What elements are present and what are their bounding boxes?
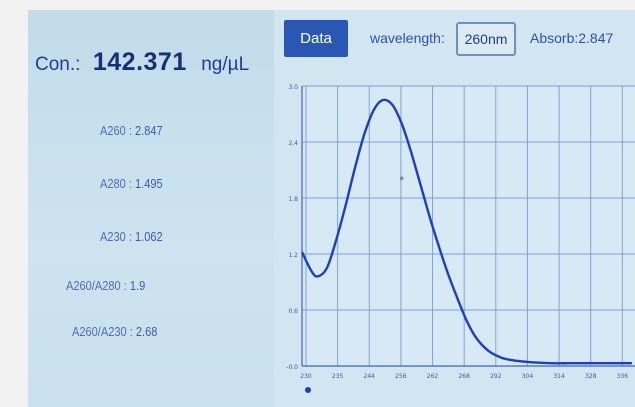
reading-value: 2.847 (135, 123, 163, 138)
y-tick-label: 2.4 (288, 140, 298, 147)
y-tick-label: 0.6 (288, 308, 298, 315)
reading-value: 1.062 (135, 229, 163, 244)
x-tick-label: 328 (585, 373, 597, 380)
spectrum-panel: Data wavelength: 260nm Absorb:2.847 3.0 2… (274, 10, 635, 407)
x-tick-label: 244 (364, 373, 376, 380)
x-tick-label: 235 (332, 373, 344, 380)
x-tick-label: 336 (617, 373, 629, 380)
reading-ratio-260-230: A260/A230 : 2.68 (72, 324, 157, 339)
reading-label: A230 (100, 229, 126, 244)
reading-value: 2.68 (136, 324, 158, 339)
reading-a230: A230 : 1.062 (100, 229, 163, 244)
reading-value: 1.495 (135, 176, 163, 191)
device-screen: Con.: 142.371 ng/µL A260 : 2.847 A280 : … (28, 10, 635, 407)
x-tick-label: 256 (395, 373, 407, 380)
wavelength-label: wavelength: (370, 30, 445, 46)
cursor-marker (400, 177, 404, 181)
reading-ratio-260-280: A260/A280 : 1.9 (66, 278, 145, 293)
y-tick-label: 1.8 (288, 196, 298, 203)
x-tick-label: 292 (490, 373, 502, 380)
concentration-value: 142.371 (93, 48, 187, 76)
y-tick-label: 1.2 (288, 252, 298, 259)
reading-label: A280 (100, 176, 126, 191)
x-tick-label: 262 (427, 373, 439, 380)
spectrum-chart: 3.0 2.4 1.8 1.2 0.6 -0.0 230 235 244 256 262 268 292… (274, 76, 635, 407)
concentration-unit: ng/µL (201, 54, 249, 75)
legend-swatch (305, 387, 311, 393)
results-panel: Con.: 142.371 ng/µL A260 : 2.847 A280 : … (28, 10, 274, 407)
x-tick-label: 314 (553, 373, 565, 380)
data-button[interactable]: Data (284, 20, 348, 57)
reading-label: A260/A230 (72, 324, 127, 339)
reading-label: A260/A280 (66, 278, 121, 293)
x-tick-label: 230 (300, 373, 312, 380)
wavelength-input[interactable]: 260nm (456, 22, 516, 56)
concentration-label: Con.: (35, 54, 80, 75)
x-tick-label: 304 (522, 373, 534, 380)
x-tick-label: 268 (458, 373, 470, 380)
y-tick-label: 3.0 (288, 84, 298, 91)
absorbance-readout: Absorb:2.847 (530, 30, 613, 46)
reading-a260: A260 : 2.847 (100, 123, 163, 138)
y-tick-label: -0.0 (286, 364, 298, 371)
reading-label: A260 (100, 123, 126, 138)
concentration-readout: Con.: 142.371 ng/µL (35, 48, 249, 77)
reading-value: 1.9 (130, 278, 145, 293)
reading-a280: A280 : 1.495 (100, 176, 163, 191)
